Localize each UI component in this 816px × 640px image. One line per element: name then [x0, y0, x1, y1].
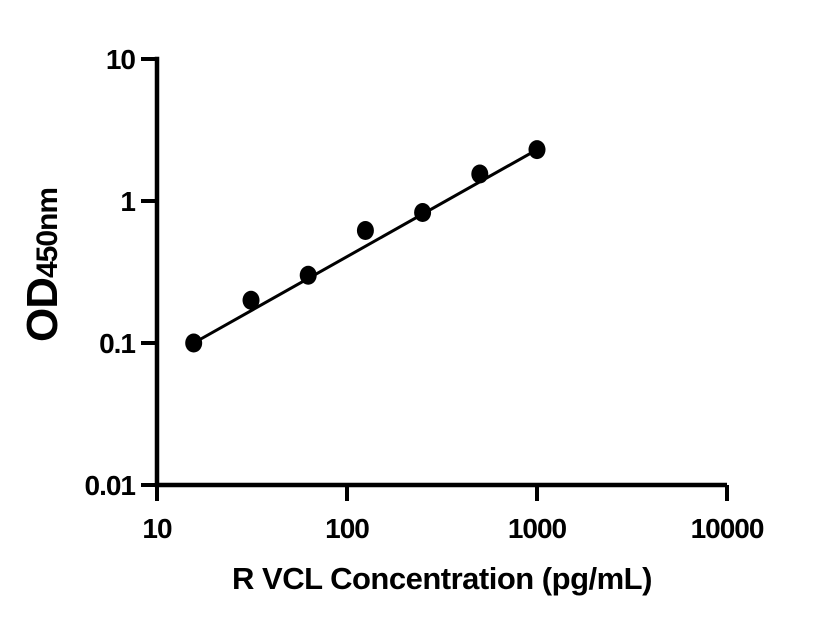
data-point: [185, 333, 203, 353]
x-axis-title: R VCL Concentration (pg/mL): [232, 561, 652, 596]
y-tick-label: 0.01: [85, 470, 136, 501]
y-tick-label: 10: [106, 44, 136, 75]
y-axis-title-subscript: 450nm: [31, 188, 64, 278]
y-axis-title-main: OD: [18, 278, 67, 342]
x-tick-label: 1000: [508, 513, 567, 544]
data-point: [356, 220, 374, 240]
axes-layer: 0.01 0.1 1 10 10 100 1000 10000: [85, 44, 765, 544]
axis-spine: [154, 56, 727, 488]
data-point: [471, 164, 489, 184]
data-layer: [185, 140, 546, 353]
data-point: [528, 140, 546, 160]
y-axis-title: OD450nm: [18, 188, 67, 342]
x-tick-label: 10000: [691, 513, 764, 544]
data-point: [242, 290, 260, 310]
data-point: [414, 202, 432, 222]
y-tick-label: 0.1: [99, 328, 135, 359]
x-tick-label: 100: [325, 513, 369, 544]
y-tick-label: 1: [120, 186, 135, 217]
x-tick-label: 10: [142, 513, 172, 544]
data-point: [299, 265, 317, 285]
